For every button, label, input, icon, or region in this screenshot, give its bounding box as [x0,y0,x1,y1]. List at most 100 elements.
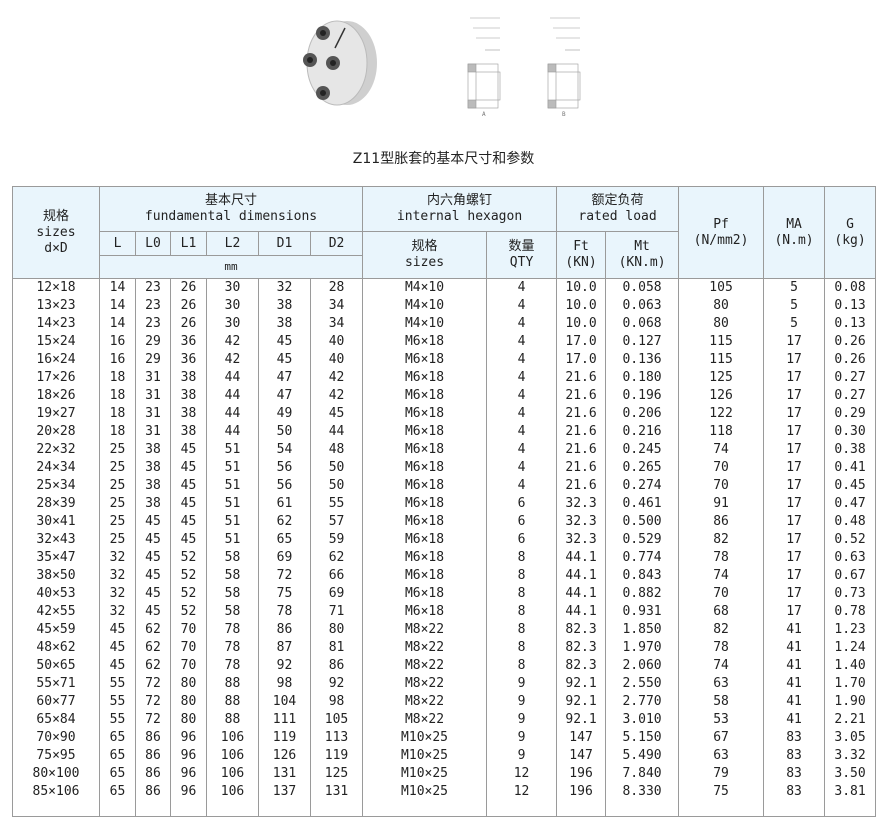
cell-pf: 75 [678,783,765,801]
cell-pf: 78 [678,549,765,567]
cell-qty: 6 [486,531,558,549]
cell-ma: 41 [763,693,826,711]
cell-l0: 45 [135,585,171,603]
header-fundamental-dimensions: 基本尺寸 fundamental dimensions [98,186,364,232]
cell-l: 18 [99,387,136,405]
table-row: 60×77 55 72 80 88 104 98 M8×22 9 92.1 2.770 58 41 1.9… [12,693,877,711]
cell-size: 14×23 [12,315,100,333]
cell-l0: 45 [135,567,171,585]
cell-d2: 34 [309,315,364,333]
cell-d1: 38 [258,297,311,315]
cell-l1: 38 [170,387,207,405]
cell-g: 0.41 [824,459,877,477]
cell-size: 22×32 [12,441,100,459]
cell-ma: 41 [763,711,826,729]
cell-ft: 147 [556,747,607,765]
cell-pf: 79 [678,765,765,783]
table-row: 48×62 45 62 70 78 87 81 M8×22 8 82.3 1.970 78 41 1.24 [12,639,877,657]
cell-g: 0.13 [824,315,877,333]
cell-g: 3.05 [824,729,877,747]
cell-pf: 118 [678,423,765,441]
table-row: 45×59 45 62 70 78 86 80 M8×22 8 82.3 1.850 82 41 1.23 [12,621,877,639]
cell-screw-size: M8×22 [362,711,488,729]
cell-mt: 7.840 [605,765,680,783]
cell-l0: 45 [135,603,171,621]
cell-ft: 92.1 [556,711,607,729]
cell-l1: 52 [170,549,207,567]
cell-d1: 78 [258,603,311,621]
cell-screw-size: M4×10 [362,315,488,333]
cell-d1: 131 [258,765,311,783]
cell-ma: 17 [763,459,826,477]
cell-pf: 80 [678,297,765,315]
cell-d1: 50 [258,423,311,441]
cell-ft: 21.6 [556,441,607,459]
cell-d2: 92 [309,675,364,693]
cell-g: 0.13 [824,297,877,315]
cell-g: 1.40 [824,657,877,675]
cell-l: 14 [99,297,136,315]
empty-cell [12,801,100,817]
cell-qty: 9 [486,693,558,711]
cell-g: 0.26 [824,351,877,369]
cell-l: 14 [99,278,136,297]
cell-g: 0.45 [824,477,877,495]
table-row: 65×84 55 72 80 88 111 105 M8×22 9 92.1 3.010 53 41 2.… [12,711,877,729]
cell-l: 16 [99,333,136,351]
cell-mt: 0.500 [605,513,680,531]
table-row: 16×24 16 29 36 42 45 40 M6×18 4 17.0 0.136 115 17 0.2… [12,351,877,369]
cell-d1: 119 [258,729,311,747]
cell-d2: 55 [309,495,364,513]
cell-qty: 6 [486,495,558,513]
cell-ma: 83 [763,765,826,783]
cell-ma: 83 [763,729,826,747]
table-row: 32×43 25 45 45 51 65 59 M6×18 6 32.3 0.529 82 17 0.52 [12,531,877,549]
cell-pf: 126 [678,387,765,405]
cell-d2: 131 [309,783,364,801]
cell-ma: 83 [763,747,826,765]
cell-pf: 78 [678,639,765,657]
cell-size: 12×18 [12,278,100,297]
cell-screw-size: M6×18 [362,567,488,585]
cell-qty: 12 [486,765,558,783]
page-title: Z11型胀套的基本尺寸和参数 [352,151,535,167]
cell-d1: 47 [258,387,311,405]
cell-mt: 0.068 [605,315,680,333]
cell-ma: 17 [763,441,826,459]
cell-l1: 96 [170,765,207,783]
cell-l0: 29 [135,333,171,351]
cell-d1: 75 [258,585,311,603]
cell-d1: 72 [258,567,311,585]
cell-pf: 105 [678,278,765,297]
cell-d1: 104 [258,693,311,711]
cell-pf: 86 [678,513,765,531]
cell-d1: 56 [258,477,311,495]
cell-screw-size: M6×18 [362,513,488,531]
cell-d1: 86 [258,621,311,639]
cell-mt: 0.461 [605,495,680,513]
cell-d1: 49 [258,405,311,423]
header-ft: Ft (KN) [556,231,607,279]
cell-mt: 1.850 [605,621,680,639]
cell-l: 14 [99,315,136,333]
table-row: 85×106 65 86 96 106 137 131 M10×25 12 196 8.330 75 8… [12,783,877,801]
cell-screw-size: M8×22 [362,657,488,675]
cell-d2: 59 [309,531,364,549]
cell-screw-size: M8×22 [362,621,488,639]
header-d1: D1 [258,231,311,256]
cell-l0: 62 [135,657,171,675]
table-row: 15×24 16 29 36 42 45 40 M6×18 4 17.0 0.127 115 17 0.2… [12,333,877,351]
cell-qty: 8 [486,621,558,639]
cell-screw-size: M6×18 [362,423,488,441]
cell-l: 65 [99,747,136,765]
cell-screw-size: M6×18 [362,603,488,621]
table-spacer-row [12,801,877,817]
cell-l1: 38 [170,423,207,441]
cell-size: 32×43 [12,531,100,549]
cell-mt: 0.931 [605,603,680,621]
cell-d1: 47 [258,369,311,387]
cell-g: 2.21 [824,711,877,729]
header-mt: Mt (KN.m) [605,231,680,279]
cell-l2: 51 [206,495,259,513]
cell-screw-size: M10×25 [362,729,488,747]
